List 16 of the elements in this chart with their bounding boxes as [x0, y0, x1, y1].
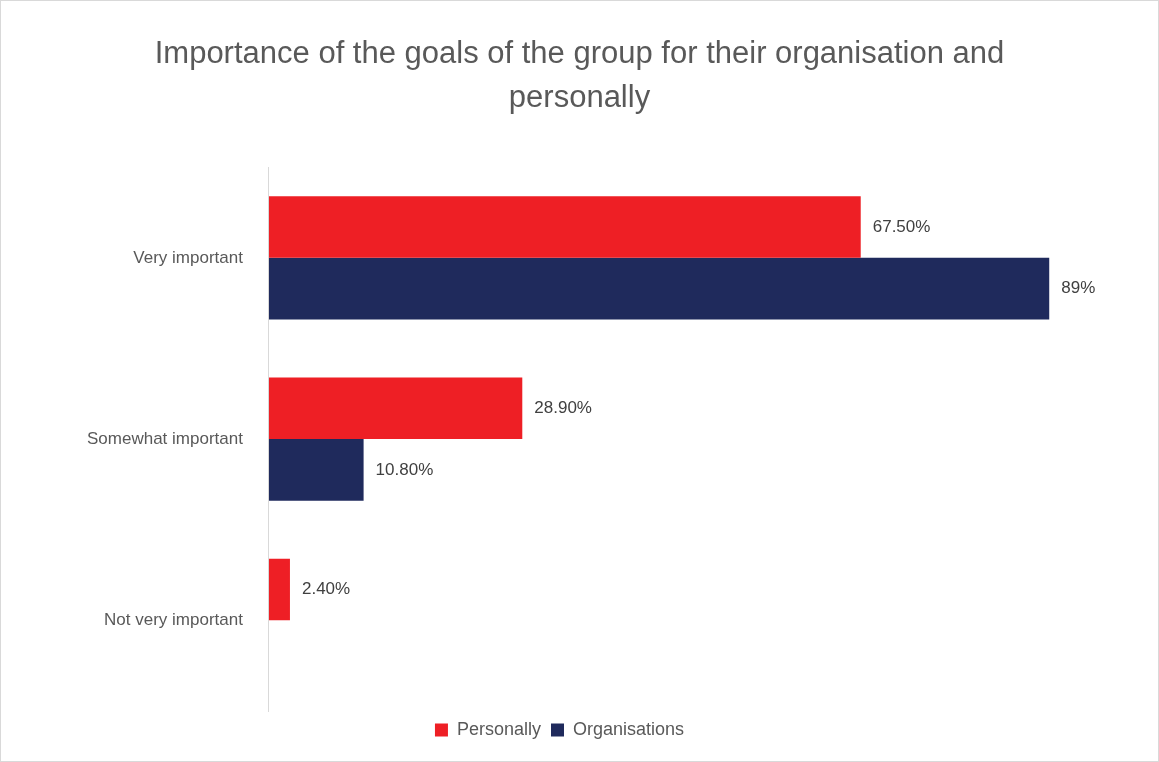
data-label: 89% — [1061, 278, 1096, 298]
bar — [268, 377, 523, 440]
data-label: 2.40% — [301, 579, 351, 599]
data-label: 10.80% — [375, 459, 434, 479]
y-tick-label: Very important — [133, 247, 244, 267]
bar — [268, 558, 290, 621]
data-label: 67.50% — [872, 216, 931, 236]
chart-title: Importance of the goals of the group for their organisation and personally — [153, 34, 1006, 116]
bar — [268, 196, 861, 258]
bar — [268, 257, 1050, 320]
y-tick-label: Somewhat important — [87, 428, 244, 448]
legend-label: Personally — [456, 718, 541, 739]
bar — [268, 439, 364, 501]
data-label: 28.90% — [534, 397, 592, 417]
legend-label: Organisations — [572, 718, 685, 739]
y-tick-label: Not very important — [104, 610, 244, 630]
